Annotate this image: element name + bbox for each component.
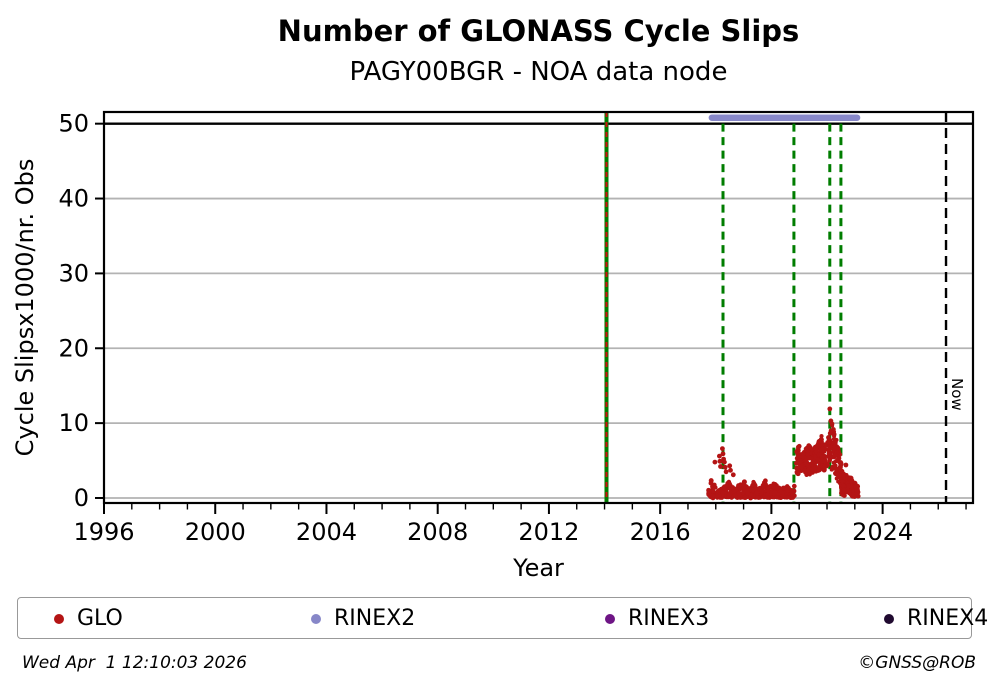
x-tick-label: 2004: [296, 518, 357, 546]
legend-item-rinex2: RINEX2: [311, 598, 415, 640]
event-lines: [604, 112, 843, 503]
x-axis-label: Year: [512, 554, 564, 582]
y-axis-label: Cycle Slipsx1000/nr. Obs: [11, 159, 39, 457]
y-tick-label: 50: [58, 110, 89, 138]
chart-subtitle: PAGY00BGR - NOA data node: [349, 57, 728, 87]
rinex2-marker-icon: [311, 614, 321, 624]
y-tick-label: 30: [58, 259, 89, 287]
legend-item-glo: GLO: [54, 598, 123, 640]
plot-border: [102, 110, 975, 505]
x-tick-label: 2024: [852, 518, 913, 546]
legend-item-rinex3: RINEX3: [605, 598, 709, 640]
rinex3-marker-icon: [605, 614, 615, 624]
chart-title: Number of GLONASS Cycle Slips: [277, 14, 800, 48]
legend-label-rinex4: RINEX4: [907, 606, 989, 631]
y-tick-label: 0: [74, 484, 89, 512]
legend-label-rinex3: RINEX3: [628, 606, 710, 631]
rinex4-marker-icon: [884, 614, 894, 624]
legend-item-rinex4: RINEX4: [884, 598, 988, 640]
legend-label-glo: GLO: [77, 606, 123, 631]
gridlines: [104, 122, 973, 499]
x-tick-label: 2016: [630, 518, 691, 546]
glo-marker-icon: [54, 614, 64, 624]
x-tick-label: 2020: [741, 518, 802, 546]
plot-credit: ©GNSS@ROB: [858, 653, 976, 673]
chart-legend: GLO RINEX2 RINEX3 RINEX4: [17, 597, 988, 640]
legend-label-rinex2: RINEX2: [334, 606, 416, 631]
x-axis: 1996 2000 2004 2008 2012 2016 2020 2024 Year: [73, 504, 967, 582]
plot-timestamp: Wed Apr 1 12:10:03 2026: [22, 653, 247, 673]
glo-scatter: [706, 406, 861, 501]
y-tick-label: 40: [58, 185, 89, 213]
now-line: Now: [944, 112, 966, 503]
x-tick-label: 1996: [73, 518, 134, 546]
x-tick-label: 2012: [518, 518, 579, 546]
y-tick-label: 10: [58, 409, 89, 437]
x-tick-label: 2008: [407, 518, 468, 546]
y-axis: 0 10 20 30 40 50 Cycle Slipsx1000/nr. Obs: [11, 110, 103, 512]
chart-canvas: Now 1996 2000 2004 2008 2012 2016 2020 2024 Year 0…: [11, 110, 975, 582]
now-label: Now: [948, 378, 966, 411]
x-tick-label: 2000: [185, 518, 246, 546]
y-tick-label: 20: [58, 334, 89, 362]
